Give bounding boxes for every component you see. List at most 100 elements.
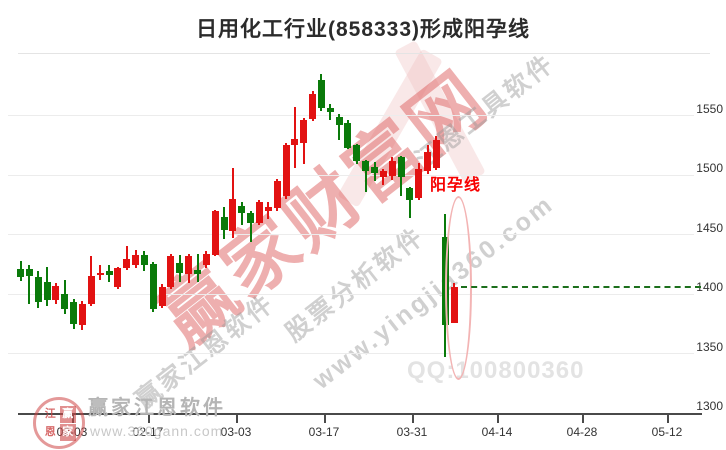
candle-body-down: [362, 160, 370, 172]
candle-body-down: [371, 166, 378, 173]
candle-body-up: [388, 160, 396, 177]
footer-site-url: www.360gann.com: [90, 423, 224, 439]
x-tick-mark: [236, 413, 238, 423]
y-tick-label: 1400: [696, 280, 723, 294]
x-tick-mark: [412, 413, 414, 423]
x-tick-label: 03-03: [220, 425, 252, 439]
candle-body-down: [105, 271, 113, 275]
candle-body-down: [344, 122, 352, 148]
candle-body-up: [282, 145, 290, 197]
candle-body-down: [149, 264, 157, 310]
gann-seal-logo: 江 赢 恩 家: [33, 397, 85, 449]
pattern-label: 阳孕线: [430, 177, 482, 194]
candle-body-up: [264, 207, 272, 211]
candle-body-down: [326, 108, 334, 112]
title-separator: [18, 53, 710, 54]
x-tick-mark: [324, 413, 326, 423]
grid-line: [8, 294, 694, 295]
seal-char: 家: [59, 424, 76, 441]
grid-line: [8, 234, 694, 235]
candle-body-up: [229, 198, 237, 231]
candle-body-down: [25, 269, 33, 277]
candle-body-up: [202, 253, 210, 266]
candle-body-up: [87, 276, 95, 304]
candle-wick-down: [408, 186, 411, 218]
candle-wick-up: [125, 246, 128, 271]
candle-wick-down: [329, 103, 332, 121]
pattern-highlight-ellipse: [445, 196, 472, 380]
candle-body-down: [70, 302, 78, 324]
x-tick-label: 03-31: [396, 425, 428, 439]
candle-body-down: [194, 270, 201, 274]
candle-body-up: [255, 202, 263, 223]
y-tick-label: 1550: [696, 101, 723, 116]
candle-wick-down: [249, 210, 252, 242]
candle-body-down: [335, 116, 343, 126]
candle-body-up: [211, 210, 219, 255]
x-tick-label: 02-17: [132, 425, 164, 439]
candle-body-up: [167, 255, 175, 287]
grid-line: [8, 175, 694, 176]
candle-body-down: [34, 277, 42, 303]
grid-line: [8, 353, 694, 354]
candle-wick-down: [196, 253, 199, 283]
candle-body-up: [185, 255, 193, 274]
x-tick-label: 05-12: [651, 425, 683, 439]
candle-body-down: [220, 216, 228, 230]
footer-brand-text: 赢家江恩软件: [88, 397, 226, 419]
candle-body-down: [353, 145, 361, 161]
x-tick-mark: [148, 413, 150, 423]
seal-char: 赢: [59, 406, 76, 423]
y-tick-label: 1500: [696, 161, 723, 175]
candle-body-down: [176, 263, 184, 273]
candle-body-down: [406, 188, 414, 200]
candle-body-up: [291, 139, 299, 146]
y-tick-label: 1450: [696, 220, 723, 235]
candle-body-up: [158, 286, 166, 306]
candle-body-up: [300, 120, 308, 143]
candle-body-down: [61, 294, 69, 310]
candle-wick-down: [240, 202, 243, 225]
candle-wick-up: [99, 265, 102, 280]
candle-body-down: [397, 157, 405, 178]
x-axis-line: [18, 413, 702, 415]
candle-body-down: [238, 205, 246, 214]
candle-body-up: [273, 180, 281, 209]
seal-char: 恩: [44, 426, 56, 438]
x-tick-mark: [667, 413, 669, 423]
candle-body-up: [309, 94, 317, 120]
candle-wick-down: [338, 114, 341, 141]
candle-body-up: [132, 254, 140, 266]
y-tick-label: 1350: [696, 339, 723, 354]
candle-body-down: [317, 79, 325, 109]
candle-wick-up: [293, 107, 296, 168]
x-tick-label: 04-28: [566, 425, 598, 439]
candle-wick-up: [267, 202, 270, 220]
candle-body-down: [43, 282, 51, 300]
page-title: 日用化工行业(858333)形成阳孕线: [195, 18, 531, 41]
candle-body-up: [379, 171, 387, 178]
candle-wick-down: [28, 265, 31, 304]
candle-body-up: [415, 169, 423, 198]
candle-body-up: [114, 267, 122, 287]
candle-body-up: [123, 259, 131, 268]
candle-body-up: [424, 152, 432, 172]
candle-body-down: [140, 254, 148, 266]
x-tick-label: 04-14: [481, 425, 513, 439]
y-tick-label: 1300: [696, 399, 723, 413]
x-tick-mark: [582, 413, 584, 423]
reference-dashed-line: [461, 286, 701, 288]
candle-body-up: [78, 303, 86, 325]
grid-line: [8, 115, 694, 116]
candle-body-down: [247, 213, 255, 223]
candle-body-up: [432, 140, 440, 168]
candle-body-up: [52, 285, 60, 300]
x-tick-mark: [497, 413, 499, 423]
candle-body-up: [96, 272, 104, 275]
x-tick-label: 03-17: [308, 425, 340, 439]
seal-char: 江: [44, 408, 56, 420]
candle-body-down: [17, 269, 24, 278]
candle-wick-down: [364, 159, 367, 192]
